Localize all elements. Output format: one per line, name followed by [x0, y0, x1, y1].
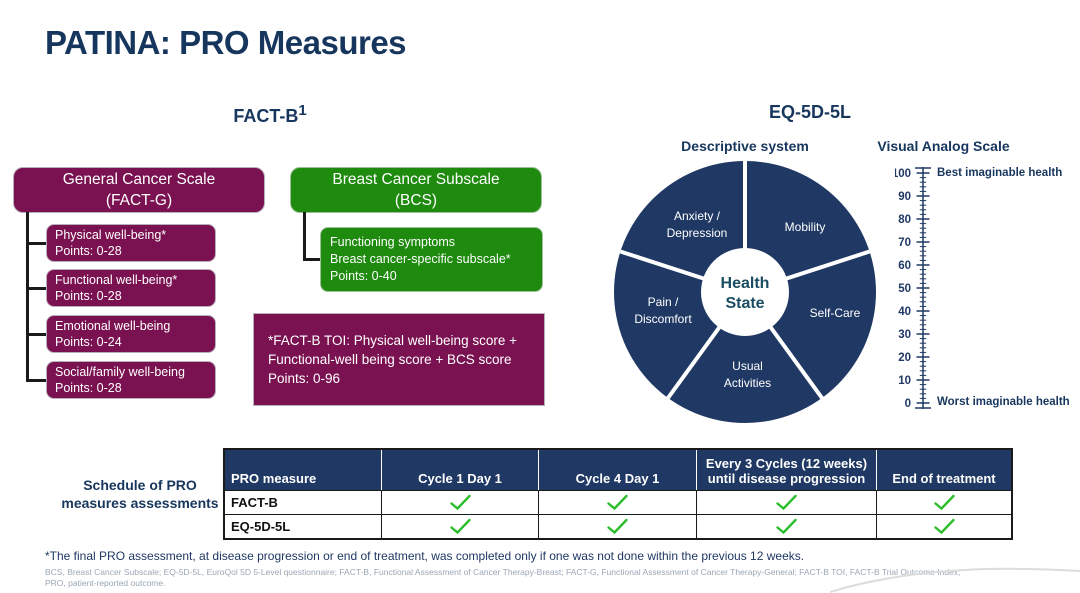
svg-text:100: 100	[895, 168, 911, 180]
svg-text:40: 40	[898, 306, 911, 318]
check-icon	[449, 494, 472, 511]
factb-heading-text: FACT-B	[233, 106, 299, 126]
table-header-every3cycles: Every 3 Cycles (12 weeks) until disease …	[696, 450, 876, 490]
tree-connector-branch-4	[26, 379, 46, 382]
check-icon	[933, 518, 956, 535]
svg-text:20: 20	[898, 352, 911, 364]
check-cell	[876, 491, 1011, 514]
row-label: EQ-5D-5L	[231, 519, 291, 534]
subscale-emotional-box: Emotional well-being Points: 0-24	[46, 315, 216, 353]
subscale-name: Physical well-being*	[55, 227, 167, 242]
svg-text:10: 10	[898, 375, 911, 387]
donut-label-anxiety-depression: Anxiety / Depression	[666, 209, 728, 240]
donut-label-self-care: Self-Care	[809, 306, 861, 320]
pro-schedule-table: PRO measure Cycle 1 Day 1 Cycle 4 Day 1 …	[223, 448, 1013, 540]
table-header-end-of-treatment: End of treatment	[876, 450, 1011, 490]
subscale-points: Points: 0-28	[55, 289, 122, 303]
subscale-points: Points: 0-28	[55, 381, 122, 395]
general-cancer-scale-box: General Cancer Scale (FACT-G)	[13, 167, 265, 213]
check-icon	[775, 518, 798, 535]
table-header-row: PRO measure Cycle 1 Day 1 Cycle 4 Day 1 …	[225, 450, 1011, 490]
vas-best-label: Best imaginable health	[937, 167, 1063, 179]
toi-line1: *FACT-B TOI: Physical well-being score +	[268, 333, 517, 348]
check-icon	[449, 518, 472, 535]
factb-section-heading: FACT-B1	[90, 102, 450, 127]
bcs-connector-branch	[303, 258, 320, 261]
table-header-cycle1: Cycle 1 Day 1	[381, 450, 538, 490]
svg-text:0: 0	[905, 398, 911, 410]
check-cell	[696, 515, 876, 538]
table-row-eq5d: EQ-5D-5L	[225, 514, 1011, 538]
subscale-name: Social/family well-being	[55, 364, 185, 379]
tree-connector-branch-2	[26, 287, 46, 290]
check-cell	[538, 515, 696, 538]
bcs-sub-line1: Functioning symptoms	[330, 235, 456, 249]
subscale-name: Functional well-being*	[55, 272, 178, 287]
subscale-social-box: Social/family well-being Points: 0-28	[46, 361, 216, 399]
bcs-functioning-box: Functioning symptoms Breast cancer-speci…	[320, 227, 543, 292]
check-cell	[538, 491, 696, 514]
check-cell	[381, 515, 538, 538]
bcs-sub-line3: Points: 0-40	[330, 269, 397, 283]
check-cell	[876, 515, 1011, 538]
decorative-swoosh	[830, 567, 1080, 593]
svg-text:70: 70	[898, 237, 911, 249]
general-box-line1: General Cancer Scale	[62, 171, 216, 188]
bcs-box-line1: Breast Cancer Subscale	[332, 171, 500, 188]
factb-heading-superscript: 1	[298, 102, 307, 119]
page-title: PATINA: PRO Measures	[45, 24, 407, 61]
bcs-connector-vertical	[303, 212, 306, 260]
check-icon	[606, 518, 629, 535]
subscale-name: Emotional well-being	[55, 318, 171, 333]
table-row-fact-b: FACT-B	[225, 490, 1011, 514]
toi-line3: Points: 0-96	[268, 371, 341, 386]
subscale-points: Points: 0-24	[55, 335, 122, 349]
bcs-sub-line2: Breast cancer-specific subscale*	[330, 252, 511, 266]
donut-label-pain-discomfort: Pain / Discomfort	[634, 295, 692, 326]
subscale-functional-box: Functional well-being* Points: 0-28	[46, 269, 216, 307]
svg-text:90: 90	[898, 191, 911, 203]
eq5d-donut-diagram	[612, 159, 878, 425]
donut-chart-icon	[614, 161, 876, 423]
tree-connector-branch-1	[26, 242, 46, 245]
donut-label-usual-activities: Usual Activities	[723, 359, 772, 390]
vas-worst-label: Worst imaginable health	[937, 396, 1070, 408]
toi-line2: Functional-well being score + BCS score	[268, 352, 512, 367]
visual-analog-scale-heading: Visual Analog Scale	[877, 138, 1010, 154]
footnote-abbreviations: BCS, Breast Cancer Subscale; EQ-5D-5L, E…	[45, 567, 961, 588]
footnote-assessment: *The final PRO assessment, at disease pr…	[45, 549, 805, 563]
breast-cancer-subscale-box: Breast Cancer Subscale (BCS)	[290, 167, 542, 213]
tree-connector-branch-3	[26, 333, 46, 336]
table-header-cycle4: Cycle 4 Day 1	[538, 450, 696, 490]
descriptive-system-heading: Descriptive system	[681, 138, 809, 154]
svg-text:80: 80	[898, 214, 911, 226]
donut-label-mobility: Mobility	[784, 220, 826, 234]
svg-text:60: 60	[898, 260, 911, 272]
general-box-line2: (FACT-G)	[105, 192, 173, 209]
donut-center-health-state: Health State	[720, 275, 770, 312]
svg-text:30: 30	[898, 329, 911, 341]
check-cell	[381, 491, 538, 514]
subscale-points: Points: 0-28	[55, 244, 122, 258]
check-icon	[775, 494, 798, 511]
svg-text:50: 50	[898, 283, 911, 295]
row-label: FACT-B	[231, 495, 278, 510]
eq5d-section-heading: EQ-5D-5L	[768, 102, 851, 122]
check-icon	[933, 494, 956, 511]
bcs-box-line2: (BCS)	[394, 192, 438, 209]
check-icon	[606, 494, 629, 511]
tree-connector-vertical	[26, 212, 29, 381]
schedule-caption: Schedule of PRO measures assessments	[61, 477, 219, 511]
table-header-pro-measure: PRO measure	[231, 470, 317, 486]
check-cell	[696, 491, 876, 514]
fact-b-toi-note-box: *FACT-B TOI: Physical well-being score +…	[253, 313, 545, 406]
subscale-physical-box: Physical well-being* Points: 0-28	[46, 224, 216, 262]
